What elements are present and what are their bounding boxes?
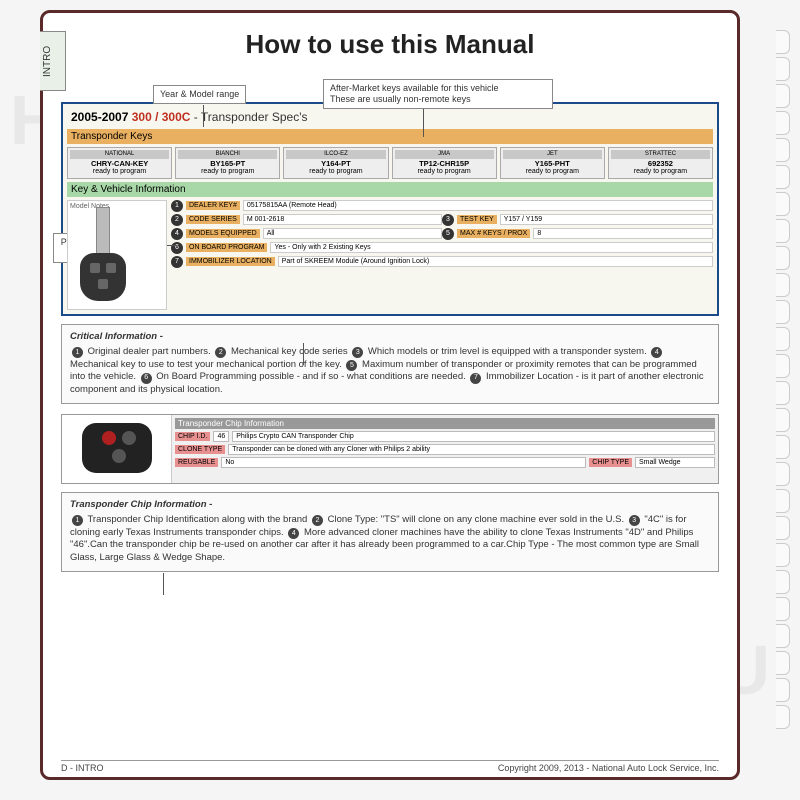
- callout-year-model: Year & Model range: [153, 85, 246, 104]
- chip-info-text: 1 Transponder Chip Identification along …: [70, 514, 710, 565]
- key-cell: ILCO-EZY164-PTready to program: [283, 147, 388, 179]
- info-row: 4MODELS EQUIPPEDAll5MAX # KEYS / PROX8: [171, 228, 713, 240]
- callout-aftermarket: After-Market keys available for this veh…: [323, 79, 553, 109]
- key-cell: JETY165-PHTready to program: [500, 147, 605, 179]
- critical-info-block: Critical Information - 1 Original dealer…: [61, 324, 719, 404]
- key-cell: JMATP12-CHR15Pready to program: [392, 147, 497, 179]
- aftermarket-key-grid: NATIONALCHRY-CAN-KEYready to programBIAN…: [67, 147, 713, 179]
- spec-block: 2005-2007 300 / 300C - Transponder Spec'…: [61, 102, 719, 316]
- chip-row: CHIP I.D.46Philips Crypto CAN Transponde…: [175, 431, 715, 442]
- factory-key-picture: Model Notes: [67, 200, 167, 310]
- index-tabs: [776, 30, 790, 770]
- chip-row: REUSABLENoCHIP TYPESmall Wedge: [175, 457, 715, 468]
- key-fob-picture: [62, 415, 172, 483]
- critical-info-text: 1 Original dealer part numbers. 2 Mechan…: [70, 346, 710, 397]
- info-row: 1DEALER KEY#05175815AA (Remote Head): [171, 200, 713, 212]
- bar-transponder-keys: Transponder Keys: [67, 129, 713, 144]
- info-row: 7IMMOBILIZER LOCATIONPart of SKREEM Modu…: [171, 256, 713, 268]
- footer-copyright: Copyright 2009, 2013 - National Auto Loc…: [498, 763, 719, 773]
- footer-section: D - INTRO: [61, 763, 104, 773]
- page-footer: D - INTRO Copyright 2009, 2013 - Nationa…: [61, 760, 719, 773]
- page-title: How to use this Manual: [61, 29, 719, 60]
- manual-page: INTRO How to use this Manual Year & Mode…: [40, 10, 740, 780]
- key-cell: NATIONALCHRY-CAN-KEYready to program: [67, 147, 172, 179]
- side-tab-intro: INTRO: [40, 31, 66, 91]
- vehicle-info-rows: 1DEALER KEY#05175815AA (Remote Head) 2COD…: [171, 200, 713, 310]
- chip-info-block: Transponder Chip Information - 1 Transpo…: [61, 492, 719, 572]
- info-row: 6ON BOARD PROGRAMYes - Only with 2 Exist…: [171, 242, 713, 254]
- chip-block: Transponder Chip Information CHIP I.D.46…: [61, 414, 719, 484]
- key-cell: BIANCHIBY165-PTready to program: [175, 147, 280, 179]
- key-cell: STRATTEC692352ready to program: [608, 147, 713, 179]
- spec-heading: 2005-2007 300 / 300C - Transponder Spec'…: [67, 108, 713, 126]
- info-row: 2CODE SERIESM 001-26183TEST KEYY157 / Y1…: [171, 214, 713, 226]
- bar-vehicle-info: Key & Vehicle Information: [67, 182, 713, 197]
- chip-row: CLONE TYPETransponder can be cloned with…: [175, 444, 715, 455]
